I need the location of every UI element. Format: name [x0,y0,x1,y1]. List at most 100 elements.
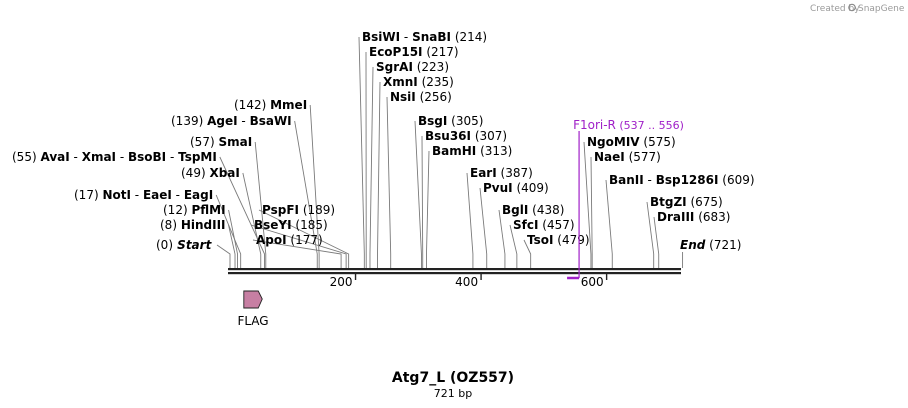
enzyme-label-xmni[interactable]: XmnI (235) [383,75,454,89]
leader-line-start [216,244,231,268]
enzyme-site-btgzi[interactable]: BtgZI (675) [650,195,723,209]
leader-line-sgrai [369,66,374,268]
enzyme-label-bseyi[interactable]: BseYI (185) [254,218,328,232]
backbone-bottom-strand [228,272,681,275]
leader-line-bamhi [426,150,430,268]
enzyme-label-draiii[interactable]: DraIII (683) [657,210,730,224]
enzyme-label-eari[interactable]: EarI (387) [470,166,533,180]
enzyme-label-btgzi[interactable]: BtgZI (675) [650,195,723,209]
enzyme-site-mmei[interactable]: (142) MmeI [234,98,307,112]
leader-line-hindiii [228,224,236,268]
backbone-top-strand [228,268,681,271]
leader-line-tsoi [523,239,532,268]
enzyme-site-nsii[interactable]: NsiI (256) [390,90,452,104]
leader-line-smai [254,141,267,268]
leader-line-eari [466,172,474,268]
enzyme-label-tsoi[interactable]: TsoI (479) [527,233,590,247]
enzyme-site-hindiii[interactable]: (8) HindIII [160,218,226,232]
enzyme-site-bsu36i[interactable]: Bsu36I (307) [425,129,507,143]
enzyme-label-ecop15i[interactable]: EcoP15I (217) [369,45,459,59]
enzyme-site-naei[interactable]: NaeI (577) [594,150,661,164]
enzyme-label-apoi[interactable]: ApoI (177) [256,233,323,247]
enzyme-label-pfimi[interactable]: (12) PflMI [163,203,226,217]
leader-line-naei [590,156,593,268]
enzyme-label-smai[interactable]: (57) SmaI [190,135,252,149]
end-label: End (721) [680,238,741,252]
enzyme-label-bsu36i[interactable]: Bsu36I (307) [425,129,507,143]
axis-tick-label: 600 [581,275,604,289]
leader-line-pvui [479,187,488,268]
leader-line-pspfi [258,209,350,268]
leader-lines [215,36,684,268]
leader-line-agei [294,120,318,268]
enzyme-site-draiii[interactable]: DraIII (683) [657,210,730,224]
enzyme-site-xbai[interactable]: (49) XbaI [181,166,240,180]
enzyme-site-bsgi[interactable]: BsgI (305) [418,114,483,128]
enzyme-label-naei[interactable]: NaeI (577) [594,150,661,164]
enzyme-site-pvui[interactable]: PvuI (409) [483,181,549,195]
leader-line-xmni [377,81,381,268]
enzyme-label-pvui[interactable]: PvuI (409) [483,181,549,195]
enzyme-site-avai[interactable]: (55) AvaI - XmaI - BsoBI - TspMI [12,150,217,164]
leader-line-bseyi [250,224,347,268]
enzyme-label-pspfi[interactable]: PspFI (189) [262,203,335,217]
enzyme-site-noti[interactable]: (17) NotI - EaeI - EagI [74,188,213,202]
enzyme-label-banii[interactable]: BanII - Bsp1286I (609) [609,173,755,187]
enzyme-label-ngomiv[interactable]: NgoMIV (575) [587,135,676,149]
enzyme-label-sfci[interactable]: SfcI (457) [513,218,575,232]
leader-line-bsiwi [358,36,365,268]
enzyme-site-bseyi[interactable]: BseYI (185) [254,218,328,232]
snapgene-logo-icon [848,3,856,12]
enzyme-label-bsgi[interactable]: BsgI (305) [418,114,483,128]
enzyme-site-pfimi[interactable]: (12) PflMI [163,203,226,217]
enzyme-site-bamhi[interactable]: BamHI (313) [432,144,512,158]
map-title: Atg7_L (OZ557) [392,370,514,386]
leader-line-nsii [386,96,392,268]
enzyme-site-pspfi[interactable]: PspFI (189) [262,203,335,217]
enzyme-site-eari[interactable]: EarI (387) [470,166,533,180]
enzyme-label-mmei[interactable]: (142) MmeI [234,98,307,112]
enzyme-label-nsii[interactable]: NsiI (256) [390,90,452,104]
enzyme-site-sfci[interactable]: SfcI (457) [513,218,575,232]
enzyme-site-ecop15i[interactable]: EcoP15I (217) [369,45,459,59]
enzyme-label-bamhi[interactable]: BamHI (313) [432,144,512,158]
enzyme-site-apoi[interactable]: ApoI (177) [256,233,323,247]
enzyme-site-agei[interactable]: (139) AgeI - BsaWI [171,114,292,128]
enzyme-label-xbai[interactable]: (49) XbaI [181,166,240,180]
credit-text: Created by [810,4,860,14]
leader-line-pfimi [228,209,238,268]
enzyme-label-avai[interactable]: (55) AvaI - XmaI - BsoBI - TspMI [12,150,217,164]
enzyme-site-sgrai[interactable]: SgrAI (223) [376,60,449,74]
enzyme-site-xmni[interactable]: XmnI (235) [383,75,454,89]
enzyme-site-smai[interactable]: (57) SmaI [190,135,252,149]
enzyme-label-sgrai[interactable]: SgrAI (223) [376,60,449,74]
enzyme-site-tsoi[interactable]: TsoI (479) [527,233,590,247]
brand-text: SnapGene [858,4,905,14]
axis-ticks: 200 400 600 [330,274,608,289]
feature-flag[interactable]: FLAG [237,290,269,328]
enzyme-site-ngomiv[interactable]: NgoMIV (575) [587,135,676,149]
feature-label-f1ori-r[interactable]: F1ori-R (537 .. 556) [573,118,684,132]
enzyme-site-bsiwi[interactable]: BsiWI - SnaBI (214) [362,30,487,44]
map-length: 721 bp [434,387,472,400]
leader-line-draiii [653,216,660,268]
leader-line-mmei [309,104,320,268]
enzyme-site-bgli[interactable]: BglI (438) [502,203,564,217]
leader-line-bsu36i [421,135,424,268]
feature-f1ori-r[interactable]: F1ori-R (537 .. 556) [567,118,684,280]
enzyme-label-bsiwi[interactable]: BsiWI - SnaBI (214) [362,30,487,44]
flag-arrow-icon[interactable] [243,290,263,309]
start-label: (0) Start [156,238,213,252]
leader-line-avai [219,156,265,268]
leader-line-bgli [498,209,506,268]
feature-label-flag[interactable]: FLAG [237,314,268,328]
features: F1ori-R (537 .. 556) FLAG [237,118,684,328]
leader-line-sfci [509,224,518,268]
enzyme-label-noti[interactable]: (17) NotI - EaeI - EagI [74,188,213,202]
enzyme-label-bgli[interactable]: BglI (438) [502,203,564,217]
enzyme-label-agei[interactable]: (139) AgeI - BsaWI [171,114,292,128]
enzyme-label-hindiii[interactable]: (8) HindIII [160,218,226,232]
leader-line-ngomiv [583,141,592,268]
enzyme-site-banii[interactable]: BanII - Bsp1286I (609) [609,173,755,187]
